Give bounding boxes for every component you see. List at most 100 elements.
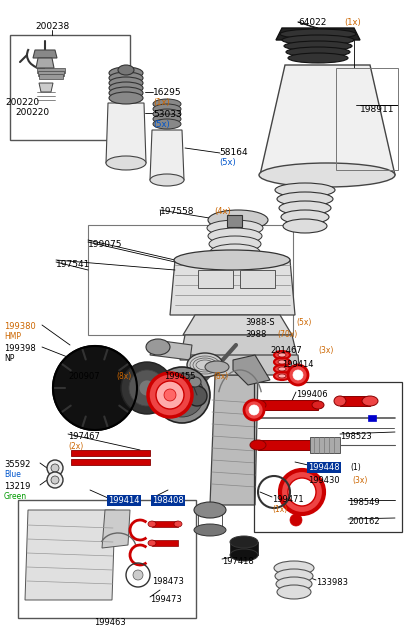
- Text: 197418: 197418: [222, 557, 254, 566]
- Ellipse shape: [282, 35, 354, 45]
- Ellipse shape: [250, 440, 266, 450]
- Ellipse shape: [139, 380, 155, 396]
- Polygon shape: [230, 542, 258, 555]
- Ellipse shape: [51, 476, 59, 484]
- Text: 200907: 200907: [68, 372, 100, 381]
- Text: HMP: HMP: [4, 332, 21, 341]
- Text: (8x): (8x): [213, 372, 228, 381]
- Ellipse shape: [278, 360, 286, 364]
- Ellipse shape: [109, 87, 143, 99]
- Text: 199448: 199448: [308, 463, 339, 472]
- Ellipse shape: [244, 400, 264, 420]
- Text: (1x): (1x): [344, 18, 361, 27]
- Bar: [88, 225, 293, 335]
- Text: 35592: 35592: [4, 460, 30, 469]
- Ellipse shape: [129, 370, 165, 406]
- Ellipse shape: [106, 156, 146, 170]
- Ellipse shape: [290, 514, 302, 526]
- Text: (1x): (1x): [272, 505, 287, 514]
- Ellipse shape: [153, 109, 181, 119]
- Text: 13219: 13219: [4, 482, 30, 491]
- Ellipse shape: [259, 163, 395, 187]
- Ellipse shape: [187, 386, 207, 406]
- Ellipse shape: [279, 201, 331, 215]
- Ellipse shape: [277, 192, 333, 206]
- Polygon shape: [276, 28, 360, 40]
- Text: 58164: 58164: [219, 148, 248, 157]
- Ellipse shape: [148, 521, 156, 527]
- Text: 199430: 199430: [308, 476, 339, 485]
- Text: (5x): (5x): [219, 158, 236, 167]
- Ellipse shape: [187, 353, 223, 377]
- Ellipse shape: [148, 540, 156, 546]
- Ellipse shape: [194, 502, 226, 518]
- Polygon shape: [150, 130, 184, 180]
- Bar: [336, 68, 398, 170]
- Text: 200162: 200162: [348, 517, 379, 526]
- Ellipse shape: [274, 561, 314, 575]
- Text: (70x): (70x): [277, 330, 297, 339]
- Text: 200220: 200220: [15, 108, 49, 117]
- Ellipse shape: [47, 460, 63, 476]
- Bar: [227, 215, 242, 227]
- Ellipse shape: [174, 387, 190, 403]
- Text: 199455: 199455: [164, 372, 195, 381]
- Ellipse shape: [230, 536, 258, 548]
- Polygon shape: [150, 340, 192, 360]
- Text: 133983: 133983: [316, 578, 348, 587]
- Text: (1): (1): [350, 463, 361, 472]
- Polygon shape: [183, 315, 292, 335]
- Ellipse shape: [109, 67, 143, 79]
- Text: 197558: 197558: [160, 207, 195, 216]
- Polygon shape: [102, 510, 130, 548]
- Text: 198911: 198911: [360, 105, 395, 114]
- Text: 199471: 199471: [272, 495, 304, 504]
- Ellipse shape: [275, 183, 335, 197]
- Polygon shape: [152, 521, 178, 527]
- Ellipse shape: [230, 549, 258, 561]
- Ellipse shape: [249, 405, 259, 415]
- Ellipse shape: [286, 47, 350, 57]
- Ellipse shape: [293, 370, 303, 380]
- Text: 200220: 200220: [5, 98, 39, 107]
- Ellipse shape: [210, 244, 260, 260]
- Ellipse shape: [174, 250, 290, 270]
- Ellipse shape: [334, 396, 346, 406]
- Text: 200238: 200238: [35, 22, 69, 31]
- Polygon shape: [180, 335, 298, 360]
- Text: 199075: 199075: [88, 240, 122, 249]
- Ellipse shape: [274, 351, 290, 359]
- Ellipse shape: [109, 92, 143, 104]
- Ellipse shape: [160, 373, 204, 417]
- Text: (2x): (2x): [68, 442, 83, 451]
- Ellipse shape: [109, 72, 143, 84]
- Polygon shape: [188, 355, 300, 375]
- Text: 198523: 198523: [340, 432, 372, 441]
- Text: 201467: 201467: [270, 346, 302, 355]
- Ellipse shape: [133, 570, 143, 580]
- Polygon shape: [71, 450, 150, 456]
- Ellipse shape: [208, 228, 262, 244]
- Ellipse shape: [276, 577, 312, 591]
- Text: 3988-S: 3988-S: [245, 318, 275, 327]
- Ellipse shape: [153, 99, 181, 109]
- Bar: [240, 270, 275, 288]
- Polygon shape: [340, 396, 370, 406]
- Ellipse shape: [275, 569, 313, 583]
- Text: 197541: 197541: [56, 260, 91, 269]
- Polygon shape: [210, 375, 258, 505]
- Ellipse shape: [209, 236, 261, 252]
- Bar: [38, 71, 64, 76]
- Ellipse shape: [208, 210, 268, 230]
- Text: (5x): (5x): [296, 318, 311, 327]
- Polygon shape: [39, 83, 53, 92]
- Text: Green: Green: [4, 492, 27, 501]
- Ellipse shape: [153, 119, 181, 129]
- Text: 199463: 199463: [94, 618, 126, 627]
- Polygon shape: [71, 459, 150, 465]
- Polygon shape: [106, 103, 146, 163]
- Ellipse shape: [280, 29, 356, 39]
- Ellipse shape: [277, 585, 311, 599]
- Polygon shape: [152, 540, 178, 546]
- Text: NP: NP: [4, 354, 14, 363]
